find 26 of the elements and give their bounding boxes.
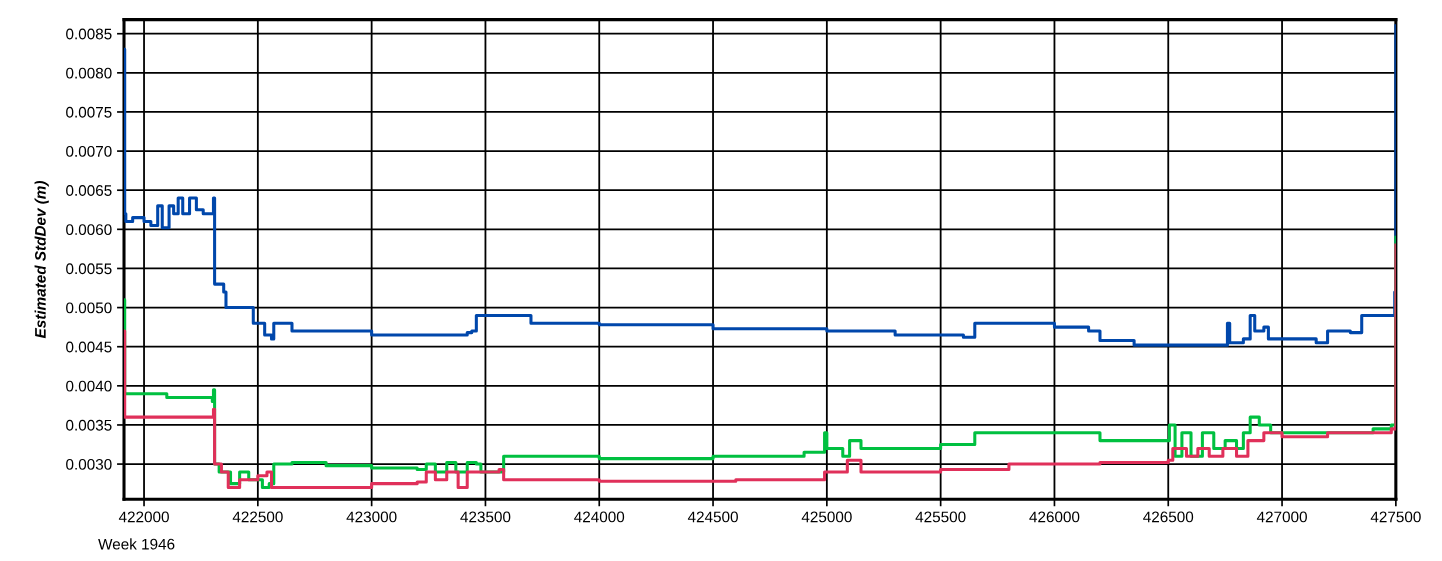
y-tick-label: 0.0085 <box>66 28 112 40</box>
x-tick-label: 426500 <box>1143 511 1194 523</box>
y-tick-label: 0.0070 <box>66 145 112 157</box>
x-tick-label: 425500 <box>915 511 966 523</box>
y-tick-label: 0.0065 <box>66 185 112 196</box>
y-tick-label: 0.0055 <box>66 263 112 275</box>
y-tick-label: 0.0045 <box>66 341 112 353</box>
y-tick-label: 0.0060 <box>66 224 112 236</box>
y-tick-label: 0.0040 <box>66 380 112 392</box>
x-tick-label: 425000 <box>801 511 852 523</box>
text: Week 1946 <box>98 538 175 550</box>
y-tick-label: 0.0030 <box>66 458 112 470</box>
y-tick-label: 0.0050 <box>66 302 112 314</box>
y-axis-title: Estimated StdDev (m) <box>34 180 49 339</box>
y-tick-label: 0.0080 <box>66 67 112 79</box>
x-tick-label: 427500 <box>1370 511 1421 523</box>
x-tick-label: 422500 <box>232 511 283 523</box>
y-tick-label: 0.0035 <box>66 419 112 431</box>
x-tick-label: 422000 <box>118 511 169 523</box>
x-tick-label: 424000 <box>574 511 625 523</box>
x-tick-label: 426000 <box>1029 511 1080 523</box>
y-tick-label: 0.0075 <box>66 106 112 118</box>
x-tick-label: 427000 <box>1256 511 1307 523</box>
x-tick-label: 424500 <box>687 511 738 523</box>
x-tick-label: 423500 <box>460 511 511 523</box>
x-tick-label: 423000 <box>346 511 397 523</box>
